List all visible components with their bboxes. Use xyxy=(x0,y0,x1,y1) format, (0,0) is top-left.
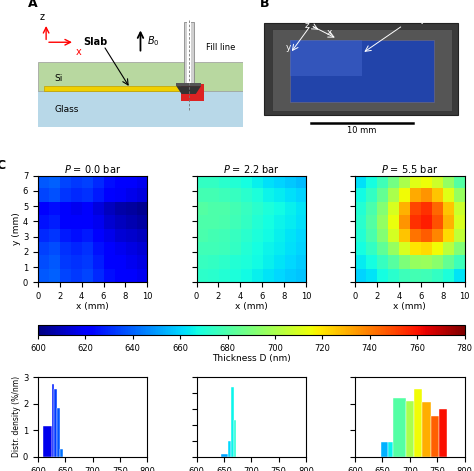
X-axis label: Thickness D (nm): Thickness D (nm) xyxy=(212,354,291,363)
Text: x: x xyxy=(76,47,82,57)
Bar xyxy=(183,22,194,84)
Bar xyxy=(393,398,406,457)
Text: $B_0$: $B_0$ xyxy=(146,34,159,48)
Bar xyxy=(382,442,388,457)
Bar xyxy=(422,402,430,457)
Text: B: B xyxy=(259,0,269,9)
Bar xyxy=(228,441,231,457)
Text: y: y xyxy=(286,43,292,52)
Bar xyxy=(430,416,439,457)
Text: Si: Si xyxy=(55,74,63,83)
Bar xyxy=(182,84,204,101)
Y-axis label: y (mm): y (mm) xyxy=(12,212,21,245)
Bar xyxy=(187,22,191,84)
Text: A: A xyxy=(27,0,37,9)
Text: Fill line: Fill line xyxy=(206,43,236,52)
Bar xyxy=(221,454,228,457)
Bar xyxy=(60,449,63,457)
Bar xyxy=(388,442,393,457)
Bar xyxy=(290,40,434,102)
Bar xyxy=(44,426,52,457)
X-axis label: x (mm): x (mm) xyxy=(393,302,426,311)
Text: Slab: Slab xyxy=(83,37,107,47)
Bar xyxy=(406,401,414,457)
X-axis label: x (mm): x (mm) xyxy=(76,302,109,311)
Text: C: C xyxy=(0,159,6,172)
Bar xyxy=(234,420,237,457)
Polygon shape xyxy=(176,86,201,94)
X-axis label: x (mm): x (mm) xyxy=(235,302,268,311)
Text: x: x xyxy=(327,28,332,38)
Bar xyxy=(272,29,452,111)
Text: Cavity: Cavity xyxy=(400,15,427,24)
Bar xyxy=(55,389,57,457)
Title: $P$ = 5.5 bar: $P$ = 5.5 bar xyxy=(381,163,438,175)
Title: $P$ = 2.2 bar: $P$ = 2.2 bar xyxy=(223,163,280,175)
Bar xyxy=(38,90,243,127)
Text: z: z xyxy=(304,21,310,30)
Y-axis label: Distr. density (%/nm): Distr. density (%/nm) xyxy=(12,376,21,457)
Bar xyxy=(264,23,458,115)
Bar xyxy=(57,408,60,457)
Text: Glass: Glass xyxy=(55,105,79,114)
Text: z: z xyxy=(40,12,45,22)
Bar xyxy=(44,86,198,91)
Bar xyxy=(52,384,55,457)
Title: $P$ = 0.0 bar: $P$ = 0.0 bar xyxy=(64,163,121,175)
Bar xyxy=(290,40,362,76)
Bar xyxy=(414,389,422,457)
Bar xyxy=(38,63,243,90)
Bar xyxy=(231,387,234,457)
Text: 10 mm: 10 mm xyxy=(347,126,377,135)
Bar xyxy=(439,409,447,457)
Bar xyxy=(176,83,201,86)
